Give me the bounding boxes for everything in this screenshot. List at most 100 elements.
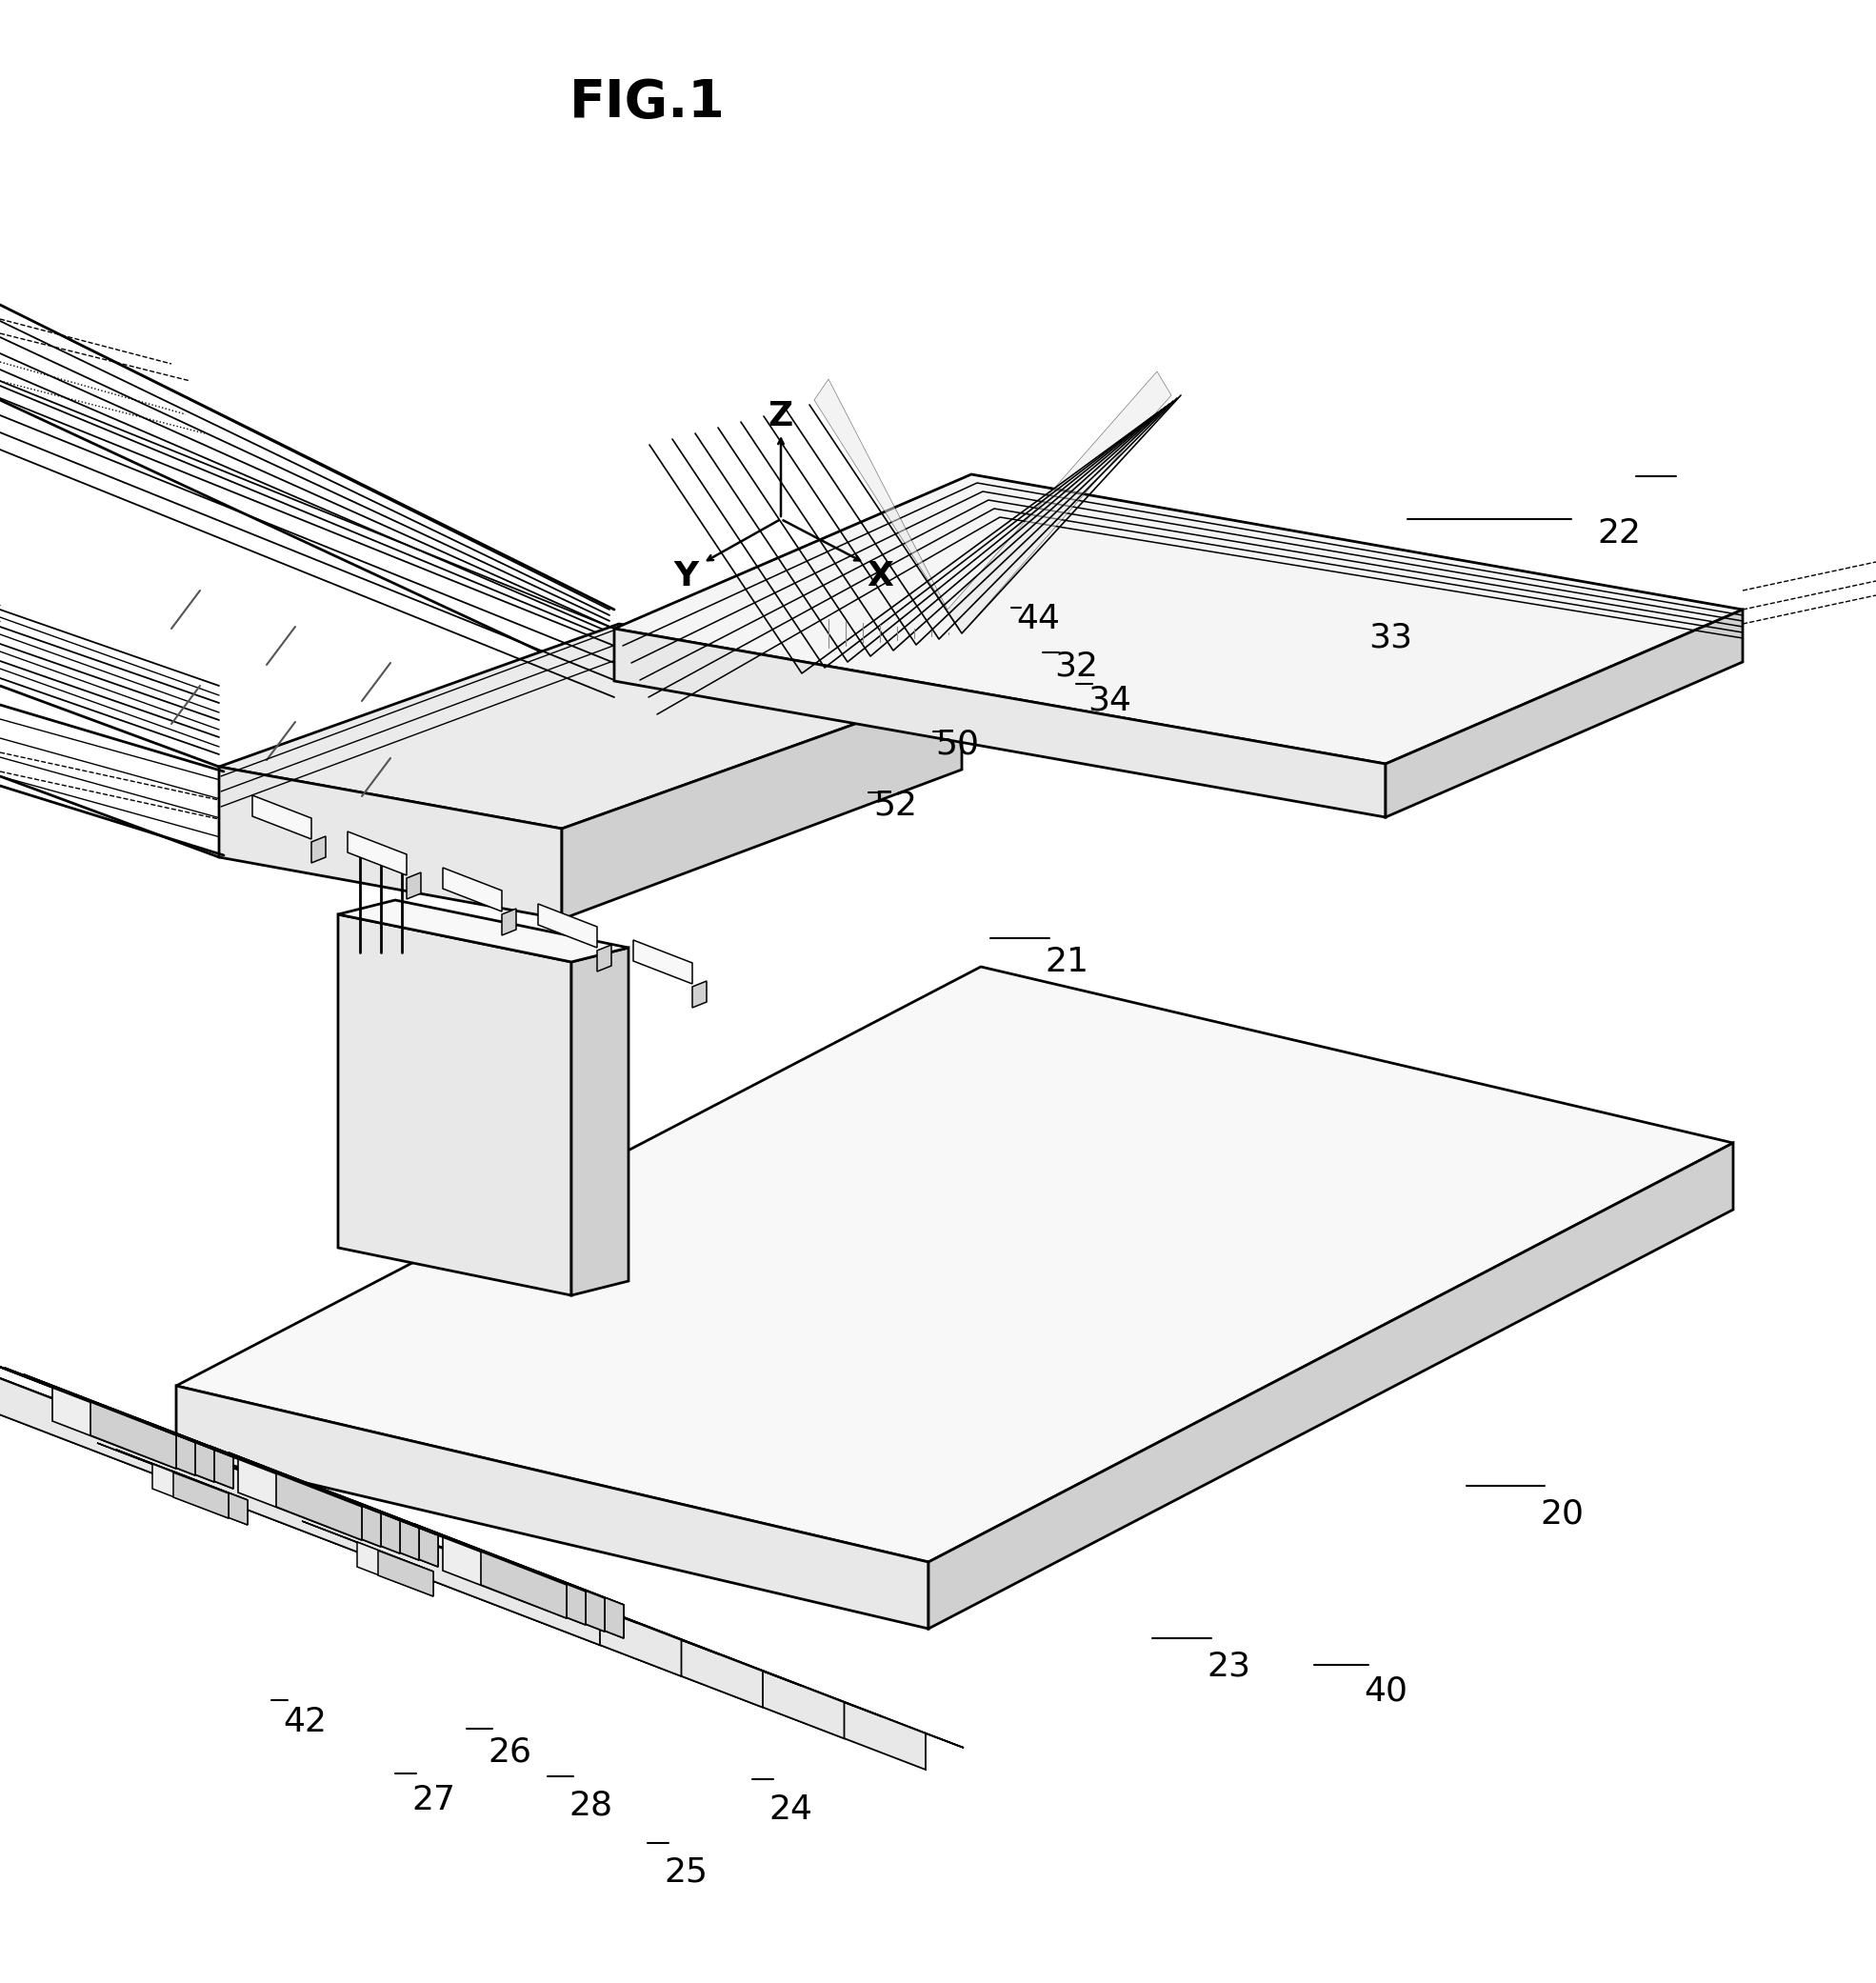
Polygon shape bbox=[499, 1559, 585, 1624]
Polygon shape bbox=[338, 900, 628, 962]
Polygon shape bbox=[129, 1428, 882, 1717]
Polygon shape bbox=[90, 1402, 176, 1469]
Polygon shape bbox=[311, 837, 326, 863]
Polygon shape bbox=[692, 982, 707, 1007]
Polygon shape bbox=[219, 767, 561, 918]
Text: 40: 40 bbox=[1364, 1674, 1407, 1707]
Polygon shape bbox=[613, 629, 1386, 817]
Polygon shape bbox=[53, 1388, 176, 1469]
Polygon shape bbox=[814, 371, 1171, 633]
Polygon shape bbox=[0, 1335, 638, 1624]
Polygon shape bbox=[572, 948, 628, 1295]
Polygon shape bbox=[109, 1408, 195, 1475]
Polygon shape bbox=[597, 944, 612, 972]
Polygon shape bbox=[276, 1473, 400, 1553]
Polygon shape bbox=[71, 1394, 195, 1475]
Text: 22: 22 bbox=[1596, 518, 1642, 549]
Polygon shape bbox=[929, 1142, 1733, 1628]
Polygon shape bbox=[171, 1432, 381, 1513]
Polygon shape bbox=[49, 1396, 801, 1686]
Text: FIG.1: FIG.1 bbox=[570, 77, 726, 129]
Polygon shape bbox=[238, 1459, 362, 1541]
Text: 52: 52 bbox=[872, 789, 917, 821]
Polygon shape bbox=[193, 1479, 248, 1525]
Text: 34: 34 bbox=[1088, 684, 1131, 716]
Polygon shape bbox=[538, 904, 597, 948]
Polygon shape bbox=[461, 1545, 585, 1624]
Polygon shape bbox=[443, 869, 503, 912]
Text: 28: 28 bbox=[568, 1789, 612, 1820]
Polygon shape bbox=[295, 1479, 418, 1561]
Polygon shape bbox=[171, 1471, 248, 1525]
Text: 20: 20 bbox=[1540, 1499, 1583, 1531]
Polygon shape bbox=[415, 1523, 623, 1604]
Polygon shape bbox=[634, 940, 692, 984]
Polygon shape bbox=[49, 1396, 764, 1707]
Polygon shape bbox=[253, 795, 311, 839]
Text: 32: 32 bbox=[1054, 650, 1097, 682]
Polygon shape bbox=[212, 1459, 964, 1747]
Polygon shape bbox=[520, 1565, 604, 1632]
Polygon shape bbox=[407, 873, 420, 898]
Polygon shape bbox=[561, 686, 962, 918]
Polygon shape bbox=[0, 1366, 720, 1654]
Polygon shape bbox=[1386, 609, 1743, 817]
Text: 25: 25 bbox=[664, 1856, 707, 1888]
Polygon shape bbox=[212, 1459, 925, 1769]
Polygon shape bbox=[0, 1335, 600, 1646]
Text: 23: 23 bbox=[1206, 1650, 1249, 1684]
Polygon shape bbox=[210, 1446, 418, 1527]
Polygon shape bbox=[338, 914, 572, 1295]
Polygon shape bbox=[116, 1450, 248, 1499]
Polygon shape bbox=[6, 1368, 214, 1450]
Polygon shape bbox=[499, 1557, 623, 1638]
Polygon shape bbox=[315, 1487, 400, 1553]
Polygon shape bbox=[24, 1374, 233, 1456]
Polygon shape bbox=[173, 1473, 229, 1519]
Polygon shape bbox=[0, 1366, 681, 1676]
Polygon shape bbox=[295, 1479, 381, 1547]
Text: 42: 42 bbox=[283, 1705, 326, 1739]
Polygon shape bbox=[148, 1422, 233, 1489]
Polygon shape bbox=[480, 1551, 604, 1632]
Polygon shape bbox=[356, 1503, 567, 1584]
Polygon shape bbox=[379, 1551, 433, 1596]
Polygon shape bbox=[347, 831, 407, 875]
Text: Y: Y bbox=[673, 559, 698, 593]
Polygon shape bbox=[109, 1408, 233, 1489]
Polygon shape bbox=[176, 968, 1733, 1563]
Text: X: X bbox=[867, 559, 893, 593]
Polygon shape bbox=[396, 1517, 604, 1598]
Polygon shape bbox=[315, 1485, 439, 1567]
Polygon shape bbox=[302, 1521, 433, 1573]
Polygon shape bbox=[377, 1511, 585, 1592]
Polygon shape bbox=[538, 1573, 623, 1638]
Polygon shape bbox=[443, 1537, 567, 1618]
Polygon shape bbox=[176, 1386, 929, 1628]
Text: 24: 24 bbox=[769, 1793, 812, 1826]
Polygon shape bbox=[334, 1493, 418, 1561]
Polygon shape bbox=[129, 1428, 844, 1739]
Polygon shape bbox=[257, 1465, 381, 1547]
Text: 33: 33 bbox=[1368, 623, 1413, 654]
Polygon shape bbox=[191, 1440, 400, 1521]
Text: 44: 44 bbox=[1017, 603, 1060, 635]
Polygon shape bbox=[219, 625, 962, 829]
Polygon shape bbox=[276, 1473, 362, 1541]
Text: 50: 50 bbox=[934, 728, 979, 761]
Polygon shape bbox=[480, 1551, 567, 1618]
Text: 26: 26 bbox=[488, 1737, 531, 1769]
Polygon shape bbox=[152, 1463, 229, 1519]
Polygon shape bbox=[0, 1354, 176, 1436]
Text: 27: 27 bbox=[411, 1785, 456, 1816]
Polygon shape bbox=[90, 1402, 214, 1481]
Polygon shape bbox=[503, 908, 516, 936]
Polygon shape bbox=[129, 1416, 214, 1481]
Text: Z: Z bbox=[769, 401, 794, 432]
Polygon shape bbox=[353, 1499, 439, 1567]
Polygon shape bbox=[229, 1452, 439, 1533]
Text: 21: 21 bbox=[1045, 946, 1088, 978]
Polygon shape bbox=[98, 1444, 229, 1493]
Polygon shape bbox=[356, 1543, 433, 1596]
Polygon shape bbox=[152, 1426, 362, 1507]
